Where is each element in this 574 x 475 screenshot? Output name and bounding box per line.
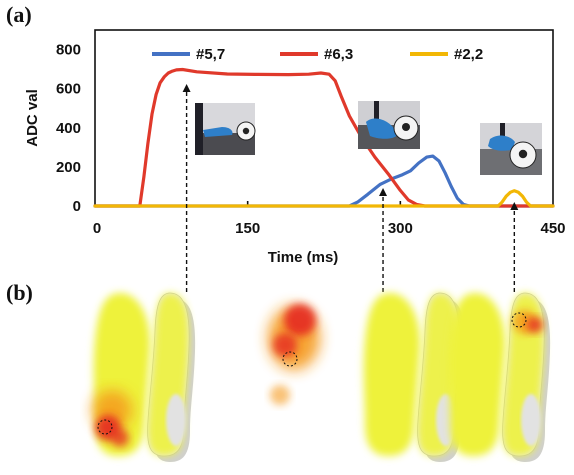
y-tick-800: 800 <box>56 42 81 59</box>
series-layer <box>93 67 555 208</box>
pressure-map-2 <box>268 292 466 462</box>
pressure-map-3 <box>448 292 551 462</box>
x-axis-title: Time (ms) <box>268 249 339 266</box>
foot-toe-ball-photo <box>480 123 542 175</box>
panel-label-a: (a) <box>6 2 32 27</box>
marker-arrowhead-1 <box>379 188 388 196</box>
panel-label-b: (b) <box>6 280 33 305</box>
y-tick-labels: 0 200 400 600 800 <box>56 42 81 215</box>
y-tick-600: 600 <box>56 81 81 98</box>
y-tick-0: 0 <box>73 198 81 215</box>
marker-arrowhead-0 <box>182 84 191 92</box>
series-line-2 <box>93 189 555 208</box>
foot-near-ball-photo <box>195 103 256 155</box>
series-line-0 <box>93 154 555 208</box>
sensor-circle-1 <box>97 419 113 435</box>
y-axis-title: ADC val <box>24 89 41 147</box>
legend-label-6-3: #6,3 <box>324 46 353 63</box>
legend: #5,7 #6,3 #2,2 <box>152 46 483 63</box>
timing-markers <box>182 84 519 292</box>
legend-label-2-2: #2,2 <box>454 46 483 63</box>
pressure-map-1 <box>92 292 196 462</box>
x-tick-300: 300 <box>388 220 413 237</box>
x-tick-150: 150 <box>235 220 260 237</box>
sensor-circle-3 <box>511 312 527 328</box>
x-tick-0: 0 <box>93 220 101 237</box>
sensor-circle-2 <box>282 351 298 367</box>
foot-on-ball-photo <box>358 101 420 149</box>
series-line-1 <box>93 67 555 208</box>
x-tick-450: 450 <box>540 220 565 237</box>
x-tick-labels: 0 150 300 450 <box>93 201 566 237</box>
y-tick-400: 400 <box>56 120 81 137</box>
marker-arrowhead-2 <box>510 202 519 210</box>
y-tick-200: 200 <box>56 159 81 176</box>
legend-label-5-7: #5,7 <box>196 46 225 63</box>
